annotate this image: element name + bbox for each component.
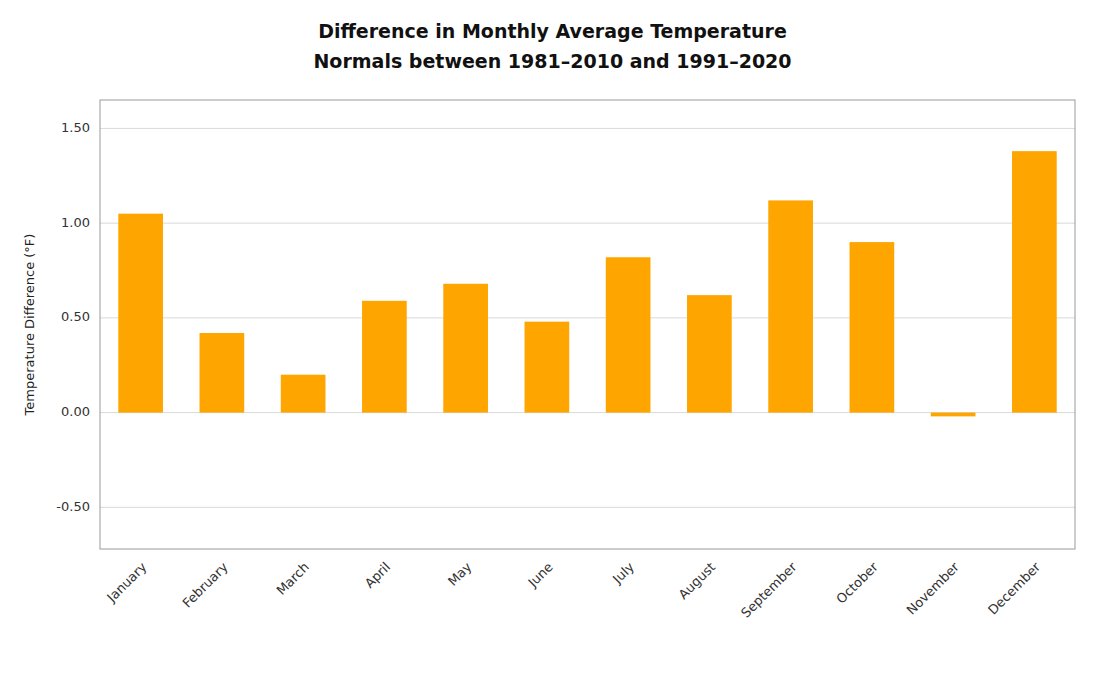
x-tick-label: February [179,559,231,611]
y-axis-label: Temperature Difference (°F) [22,234,37,417]
bar [606,257,651,412]
x-tick-label: May [445,559,475,589]
y-tick-label: -0.50 [56,499,90,514]
x-tick-label: March [273,559,312,598]
x-tick-label: December [985,559,1044,618]
bar [768,200,813,412]
grid-line [100,128,1075,129]
x-tick-label: August [676,559,719,602]
grid-line [100,412,1075,413]
bar [850,242,895,413]
bar [362,301,407,413]
bar [443,284,488,413]
bar [687,295,732,412]
title: Difference in Monthly Average Temperatur… [318,20,787,42]
y-tick-label: 1.50 [61,120,90,135]
grid-line [100,223,1075,224]
subtitle: Normals between 1981–2010 and 1991–2020 [313,50,791,72]
y-tick-label: 1.00 [61,215,90,230]
bar [525,322,570,413]
bar [931,413,976,417]
grid-line [100,507,1075,508]
plot-frame [100,100,1075,549]
x-tick-label: January [103,559,149,605]
x-tick-label: July [609,559,637,587]
bar [200,333,245,413]
x-tick-label: June [524,559,555,590]
grid-line [100,317,1075,318]
bar [1012,151,1057,412]
bar [281,375,326,413]
bars [118,151,1056,416]
y-tick-label: 0.50 [61,309,90,324]
chart: Difference in Monthly Average Temperatur… [0,0,1105,689]
x-tick-label: October [833,559,881,607]
bar [118,214,163,413]
x-tick-label: April [362,559,394,591]
x-tick-label: November [904,559,963,618]
y-tick-label: 0.00 [61,404,90,419]
x-tick-label: September [738,559,800,621]
